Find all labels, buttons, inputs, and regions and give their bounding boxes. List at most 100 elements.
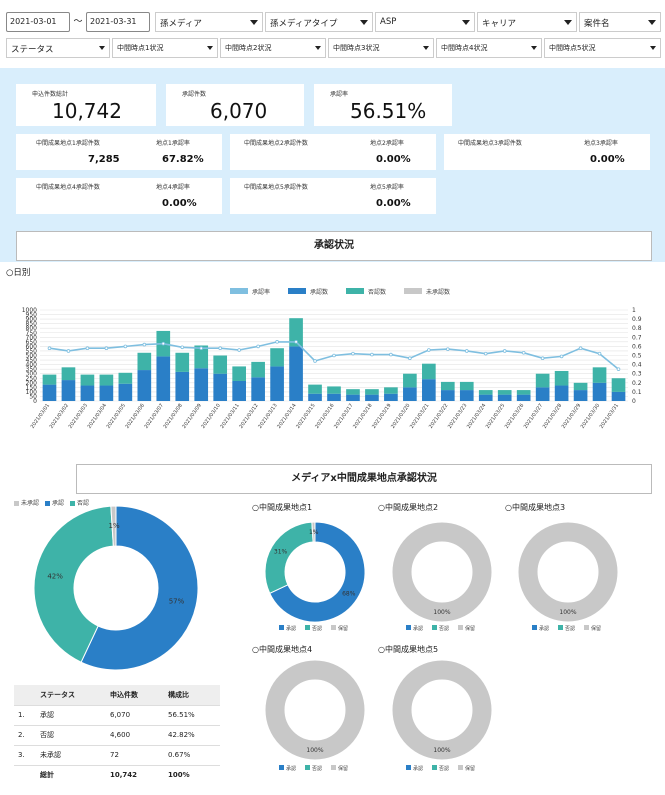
bar-rejected: [611, 378, 626, 392]
carrier-select[interactable]: キャリア: [477, 12, 577, 32]
bar-approved: [327, 393, 341, 401]
kpi-card-approved: 承認件数 6,070: [166, 84, 304, 126]
chevron-down-icon: [648, 20, 656, 25]
daily-subtitle: ○日別: [6, 268, 31, 278]
bar-approved: [118, 383, 133, 401]
status-table-header-row: ステータス 申込件数 構成比: [14, 685, 220, 705]
legend-swatch: [432, 625, 437, 630]
chevron-down-icon: [99, 46, 105, 50]
donut-slice-label: 42%: [47, 572, 63, 580]
kpi-card-rate: 承認率 56.51%: [314, 84, 452, 126]
chevron-down-icon: [462, 20, 470, 25]
rate-point: [427, 348, 431, 352]
bar-approved: [478, 394, 493, 401]
bar-approved: [61, 380, 76, 401]
y-tick-label: 200: [26, 380, 38, 387]
bar-rejected: [384, 387, 398, 394]
donut-slice: [391, 521, 493, 623]
donut-slice-label: 68%: [342, 590, 356, 597]
legend-swatch: [406, 765, 411, 770]
campaign-name-select-label: 案件名: [584, 19, 610, 29]
y-tick-label: 0: [33, 398, 37, 405]
legend-swatch: [458, 625, 463, 630]
bar-approved: [346, 394, 360, 401]
kpi-approved-label: 承認件数: [182, 91, 207, 98]
kpi-point4-count-label: 中間成果地点4承認件数: [36, 184, 100, 191]
midpoint2-status-select-label: 中間時点2状況: [225, 44, 272, 52]
y2-tick-label: 0.9: [632, 316, 642, 323]
campaign-name-select[interactable]: 案件名: [579, 12, 661, 32]
donut-slice: [517, 521, 619, 623]
y-tick-label: 950: [26, 312, 38, 319]
bar-approved: [384, 393, 398, 401]
rate-point: [370, 352, 374, 357]
midpoint5-status-select-label: 中間時点5状況: [549, 44, 596, 52]
legend-swatch-rejected: [70, 501, 76, 506]
midpoint1-status-select[interactable]: 中間時点1状況: [112, 38, 218, 58]
bar-rejected: [42, 374, 57, 385]
kpi-approved-value: 6,070: [210, 99, 268, 123]
bar-approved: [289, 346, 303, 401]
grandchild-media-type-select[interactable]: 孫メディアタイプ: [265, 12, 373, 32]
y-tick-label: 750: [26, 330, 38, 337]
date-from-input[interactable]: 2021-03-01: [6, 12, 70, 32]
rate-point: [389, 352, 393, 357]
asp-select[interactable]: ASP: [375, 12, 475, 32]
date-to-input[interactable]: 2021-03-31: [86, 12, 150, 32]
legend-swatch: [558, 625, 563, 630]
table-cell: 総計: [36, 764, 106, 785]
bar-approved: [175, 371, 190, 401]
grandchild-media-select[interactable]: 孫メディア: [155, 12, 263, 32]
table-cell: 未承認: [36, 744, 106, 765]
legend-label: 承認: [539, 625, 549, 632]
rate-point: [540, 356, 545, 361]
donut-slice: [269, 521, 366, 623]
legend-label: 承認: [286, 765, 296, 772]
y-tick-label: 350: [26, 366, 38, 373]
donut-slice: [264, 521, 314, 594]
legend-swatch-approved: [45, 501, 51, 506]
bar-approved: [308, 393, 322, 401]
rate-point: [66, 349, 71, 353]
bar-approved: [365, 394, 379, 401]
legend-label: 保留: [591, 625, 601, 632]
rate-point: [123, 344, 128, 349]
rate-point: [47, 346, 52, 351]
midpoint3-status-select[interactable]: 中間時点3状況: [328, 38, 434, 58]
midpoint4-status-select[interactable]: 中間時点4状況: [436, 38, 542, 58]
rate-point: [161, 341, 166, 346]
approval-status-title: 承認状況: [16, 231, 652, 261]
legend-swatch: [532, 625, 537, 630]
donut-slice: [264, 659, 366, 761]
y-tick-label: 500: [26, 353, 38, 360]
donut-slice: [110, 505, 117, 547]
bar-approved: [516, 394, 531, 401]
bar-approved: [213, 373, 228, 401]
rate-point: [521, 350, 526, 355]
midpoint-donut-title: ○中間成果地点3: [505, 502, 565, 512]
status-select[interactable]: ステータス: [6, 38, 110, 58]
legend-label: 保留: [338, 625, 348, 632]
table-cell: 56.51%: [164, 704, 220, 725]
legend-label: 否認: [312, 765, 322, 772]
rate-point: [313, 359, 317, 363]
kpi-card-point2: 中間成果地点2承認件数 地点2承認率 0.00%: [230, 134, 436, 170]
legend-label: 承認率: [252, 288, 270, 296]
chevron-down-icon: [423, 46, 429, 50]
table-cell: [14, 764, 36, 785]
y2-tick-label: 0: [632, 398, 636, 405]
bar-rejected: [592, 367, 607, 383]
rate-point: [332, 353, 336, 358]
midpoint5-status-select[interactable]: 中間時点5状況: [544, 38, 661, 58]
filter-bar: 2021-03-01 ～ 2021-03-31 孫メディア 孫メディアタイプ A…: [0, 0, 665, 64]
y-tick-label: 550: [26, 348, 38, 355]
y-tick-label: 600: [26, 343, 38, 350]
legend-label: 承認: [413, 765, 423, 772]
midpoint2-status-select[interactable]: 中間時点2状況: [220, 38, 326, 58]
table-row: 3. 未承認 72 0.67%: [14, 744, 220, 765]
legend-label: 未承認数: [426, 288, 450, 296]
table-cell: 100%: [164, 764, 220, 785]
rate-point: [199, 346, 204, 351]
y2-tick-label: 0.2: [632, 380, 642, 387]
bar-rejected: [440, 381, 455, 391]
